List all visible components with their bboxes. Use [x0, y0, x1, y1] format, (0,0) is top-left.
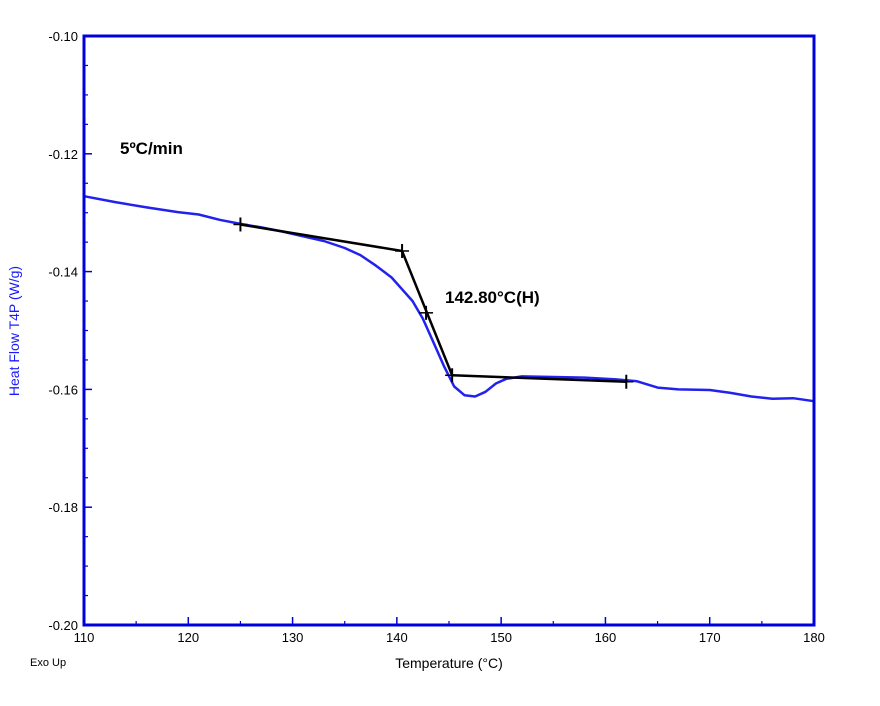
tangent-line — [240, 223, 403, 253]
axis-ticks — [83, 35, 815, 626]
transition-annotation: 142.80°C(H) — [445, 288, 540, 307]
tangent-line — [452, 374, 627, 383]
y-tick-label: -0.20 — [48, 618, 78, 633]
x-tick-label: 180 — [803, 630, 825, 645]
y-tick-label: -0.10 — [48, 29, 78, 44]
y-tick-label: -0.12 — [48, 147, 78, 162]
y-axis-label: Heat Flow T4P (W/g) — [6, 266, 22, 396]
rate-annotation: 5ºC/min — [120, 139, 183, 158]
x-tick-label: 120 — [177, 630, 199, 645]
construction-layer — [233, 217, 634, 389]
y-tick-label: -0.16 — [48, 382, 78, 397]
x-tick-label: 140 — [386, 630, 408, 645]
x-tick-label: 170 — [699, 630, 721, 645]
y-tick-label: -0.14 — [48, 265, 78, 280]
exo-up-label: Exo Up — [30, 657, 66, 669]
x-tick-label: 160 — [595, 630, 617, 645]
tick-labels: 110 120 130 140 150 160 170 180 -0.20 -0.18 -0.16 -… — [48, 29, 824, 645]
x-tick-label: 110 — [74, 630, 95, 645]
x-axis-label: Temperature (°C) — [395, 655, 503, 671]
x-tick-label: 130 — [282, 630, 304, 645]
y-tick-label: -0.18 — [48, 500, 78, 515]
x-tick-label: 150 — [490, 630, 512, 645]
plot-frame — [82, 34, 816, 627]
